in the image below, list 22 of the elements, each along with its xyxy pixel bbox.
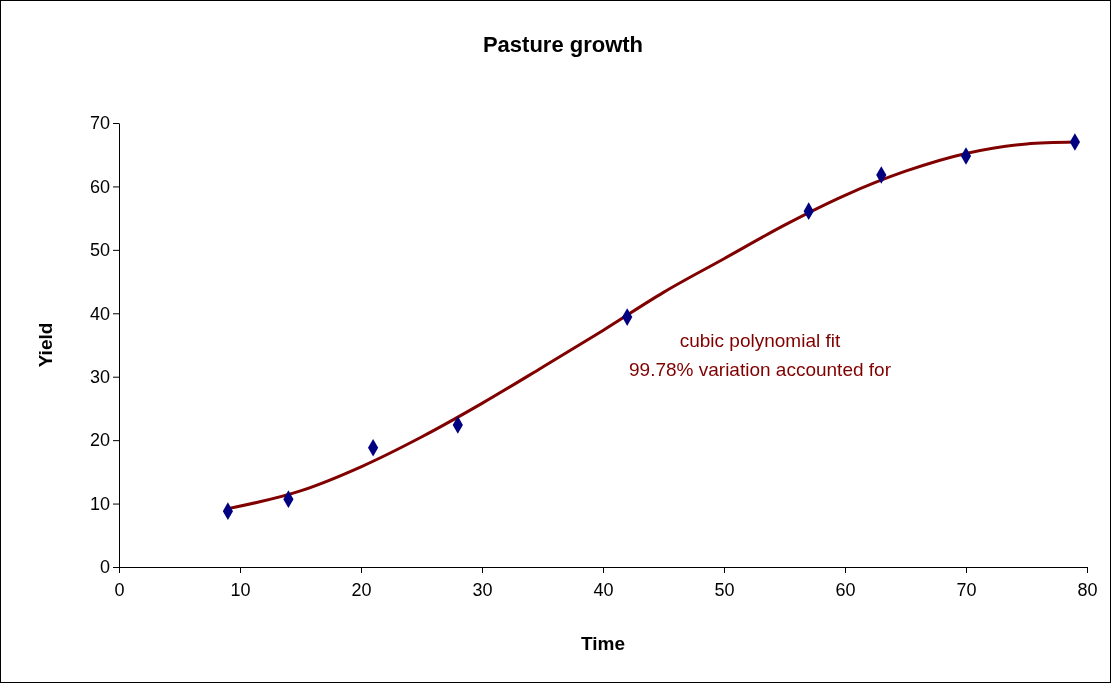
annotation: cubic polynomial fit	[679, 330, 841, 351]
x-tick-label: 10	[230, 579, 251, 600]
x-tick-label: 0	[114, 579, 125, 600]
y-tick-label: 40	[89, 303, 110, 324]
x-tick-label: 30	[472, 579, 493, 600]
x-tick-label: 80	[1077, 579, 1098, 600]
y-tick-label: 30	[89, 366, 110, 387]
y-tick-label: 70	[89, 113, 110, 134]
x-tick-label: 20	[351, 579, 372, 600]
x-tick-label: 40	[593, 579, 614, 600]
y-tick-label: 60	[89, 176, 110, 197]
annotation: 99.78% variation accounted for	[629, 359, 892, 380]
y-tick-label: 50	[89, 240, 110, 261]
x-tick-label: 70	[956, 579, 977, 600]
x-axis-title: Time	[580, 633, 626, 654]
y-tick-label: 20	[89, 430, 110, 451]
x-tick-label: 50	[714, 579, 735, 600]
y-tick-label: 10	[89, 493, 110, 514]
x-tick-label: 60	[835, 579, 856, 600]
y-axis-title: Yield	[35, 322, 56, 368]
chart-title: Pasture growth	[482, 32, 644, 57]
y-tick-label: 0	[99, 557, 110, 578]
